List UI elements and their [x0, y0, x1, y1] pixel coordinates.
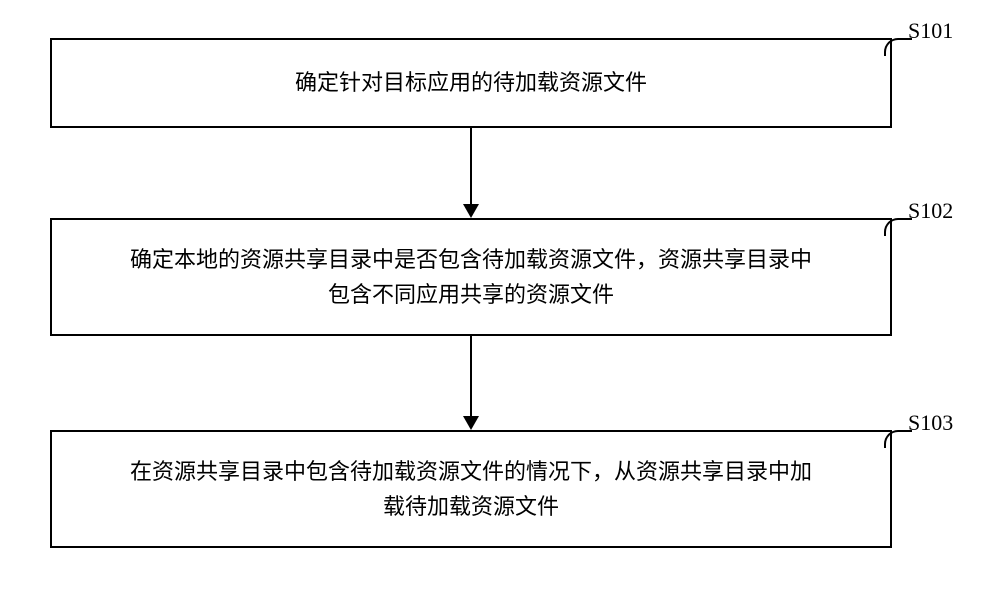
node-s102-text: 确定本地的资源共享目录中是否包含待加载资源文件，资源共享目录中 包含不同应用共享…	[130, 242, 812, 312]
node-s101: 确定针对目标应用的待加载资源文件	[50, 38, 892, 128]
label-s102: S102	[908, 198, 953, 224]
edge-s101-s102-head	[463, 204, 479, 218]
node-s103-text: 在资源共享目录中包含待加载资源文件的情况下，从资源共享目录中加 载待加载资源文件	[130, 454, 812, 524]
flowchart-canvas: 确定针对目标应用的待加载资源文件 S101 确定本地的资源共享目录中是否包含待加…	[0, 0, 1000, 598]
edge-s101-s102-line	[470, 128, 472, 204]
edge-s102-s103-line	[470, 336, 472, 416]
label-s103: S103	[908, 410, 953, 436]
node-s103: 在资源共享目录中包含待加载资源文件的情况下，从资源共享目录中加 载待加载资源文件	[50, 430, 892, 548]
node-s102: 确定本地的资源共享目录中是否包含待加载资源文件，资源共享目录中 包含不同应用共享…	[50, 218, 892, 336]
label-s101: S101	[908, 18, 953, 44]
node-s101-text: 确定针对目标应用的待加载资源文件	[295, 65, 647, 100]
edge-s102-s103-head	[463, 416, 479, 430]
